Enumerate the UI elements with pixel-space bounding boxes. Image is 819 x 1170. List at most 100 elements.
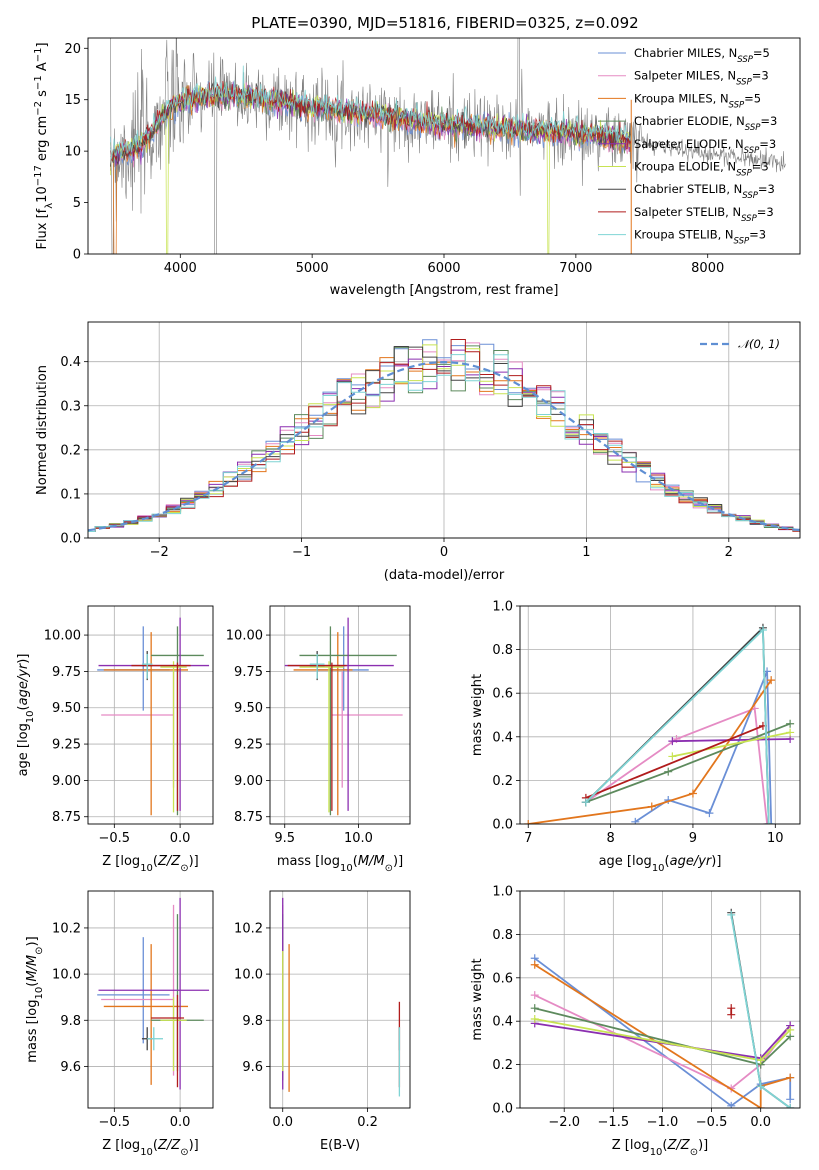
x-tick-label: 7000 <box>559 261 592 276</box>
x-axis-label-part: Z [log <box>102 854 140 869</box>
axes-frame <box>87 605 214 825</box>
y-tick-label: 20 <box>64 42 81 57</box>
x-tick-label: 8 <box>606 831 614 846</box>
x-axis-label-part: ⊙ <box>690 1147 698 1158</box>
mass-weight-marker <box>631 817 640 824</box>
y-tick-label: 0.6 <box>492 971 513 986</box>
x-axis-label-part: 10 <box>140 1147 153 1158</box>
x-axis-label-part: ( <box>665 854 670 869</box>
y-axis-label: mass [log10(M/M⊙)] <box>25 936 45 1062</box>
x-axis-label: mass [log10(M/M⊙)] <box>277 854 403 874</box>
x-axis-label-part: 10 <box>140 863 153 874</box>
plot-area <box>88 339 800 532</box>
y-axis-label-part: A <box>35 62 50 75</box>
y-tick-label: 10 <box>64 145 81 160</box>
x-tick-label: 2 <box>725 545 733 560</box>
legend-text: Chabrier STELIB, N <box>634 182 742 196</box>
y-tick-label: 0 <box>73 248 81 263</box>
y-tick-label: 10.0 <box>52 968 81 983</box>
y-tick-label: 0.0 <box>60 532 81 547</box>
x-tick-label: 0.0 <box>272 1115 293 1130</box>
legend-text: Salpeter ELODIE, N <box>634 137 744 151</box>
x-axis-label-part: ( <box>353 854 358 869</box>
y-tick-label: 0.1 <box>60 487 81 502</box>
y-axis-label-part: −1 <box>33 75 44 90</box>
axes-age-vs-mass: 9.5 10.0 8.75 9.00 9.25 9.50 9.75 10.00 mass [lo… <box>226 605 411 874</box>
x-tick-label: 4000 <box>164 261 197 276</box>
x-axis-label-part: M/M <box>358 854 385 869</box>
x-axis-label-part: 10 <box>340 863 353 874</box>
x-axis-label-part: )] <box>711 854 721 869</box>
mass-weight-marker <box>756 1056 765 1065</box>
y-axis-label-part: )] <box>25 936 40 946</box>
x-axis-label-part: )] <box>189 854 199 869</box>
mass-weight-marker <box>668 752 677 761</box>
x-tick-label: 0.2 <box>357 1115 378 1130</box>
x-axis-label-part: (data-model)/error <box>384 568 505 583</box>
y-tick-label: 15 <box>64 93 81 108</box>
y-tick-label: 0.2 <box>492 1058 513 1073</box>
x-tick-label: 0.0 <box>170 1115 191 1130</box>
y-tick-label: 0.6 <box>492 687 513 702</box>
x-axis-label-part: Z/Z <box>667 1138 691 1153</box>
model-fit-line-5 <box>110 81 632 171</box>
x-axis-label: Z [log10(Z/Z⊙)] <box>102 1138 199 1158</box>
x-axis-label-part: ⊙ <box>385 863 393 874</box>
legend-suffix: =3 <box>758 182 775 196</box>
x-tick-label: −0.5 <box>99 831 131 846</box>
mass-weight-marker <box>786 1104 795 1108</box>
mass-weight-marker <box>530 991 539 1000</box>
x-axis-label-part: Z/Z <box>157 1138 181 1153</box>
plot-area <box>110 38 786 254</box>
legend-text: Chabrier ELODIE, N <box>634 114 745 128</box>
axes-frame <box>87 321 801 539</box>
x-tick-label: 9.5 <box>274 831 295 846</box>
x-axis-label-part: 10 <box>652 863 665 874</box>
legend-text: Chabrier MILES, N <box>634 46 737 60</box>
y-tick-label: 9.00 <box>52 774 81 789</box>
x-tick-label: 10 <box>767 831 784 846</box>
y-tick-label: 10.00 <box>226 629 263 644</box>
x-axis-label-part: )] <box>393 854 403 869</box>
x-axis-label-part: age/yr <box>670 854 713 869</box>
mass-weight-line-1 <box>634 671 773 824</box>
legend-label: Kroupa MILES, NSSP=5 <box>634 91 761 110</box>
y-tick-label: 9.8 <box>242 1014 263 1029</box>
axes-frame <box>87 890 214 1109</box>
y-axis-label: Flux [fλ10−17 erg cm−2 s−1 A−1] <box>33 42 55 249</box>
x-tick-label: 6000 <box>427 261 460 276</box>
mass-weight-line-5 <box>672 738 791 743</box>
x-axis-label-part: ( <box>662 1138 667 1153</box>
x-tick-label: 9 <box>689 831 697 846</box>
y-tick-label: 8.75 <box>234 810 263 825</box>
x-axis-label-part: mass [log <box>277 854 340 869</box>
mass-weight-line-7 <box>585 625 770 824</box>
legend-suffix: =3 <box>759 137 776 151</box>
plot-area <box>524 623 795 824</box>
legend-label: Salpeter MILES, NSSP=3 <box>634 69 769 88</box>
y-tick-label: 9.75 <box>52 665 81 680</box>
legend-sub: SSP <box>737 55 753 65</box>
y-axis-label-part: Flux [f <box>35 208 50 249</box>
y-axis-label-part: mass [log <box>25 999 40 1062</box>
y-tick-label: 0.8 <box>492 928 513 943</box>
mass-weight-marker <box>786 1073 795 1082</box>
axes-spectrum: 4000 5000 6000 7000 8000 0 5 10 15 20 wavelength [… <box>33 37 801 298</box>
normal-reference-curve <box>88 360 800 532</box>
x-axis-label-part: Z [log <box>612 1138 650 1153</box>
y-tick-label: 10.0 <box>234 968 263 983</box>
legend-label: Kroupa STELIB, NSSP=3 <box>634 228 766 247</box>
legend-suffix: =5 <box>753 46 770 60</box>
y-tick-label: 0.8 <box>492 643 513 658</box>
y-axis-label-part: −2 <box>33 101 44 116</box>
mass-weight-marker <box>767 820 776 824</box>
x-axis-label: wavelength [Angstrom, rest frame] <box>330 283 559 298</box>
mass-weight-marker <box>756 1104 765 1108</box>
axes-residual-histogram: −2 −1 0 1 2 0.0 0.1 0.2 0.3 0.4 (data-model)/error… <box>35 321 801 583</box>
model-fit-line-9 <box>110 65 632 160</box>
legend-sub: SSP <box>745 123 761 133</box>
mass-weight-marker <box>756 1082 765 1091</box>
y-tick-label: 0.2 <box>60 443 81 458</box>
mass-weight-line-9 <box>585 627 770 824</box>
